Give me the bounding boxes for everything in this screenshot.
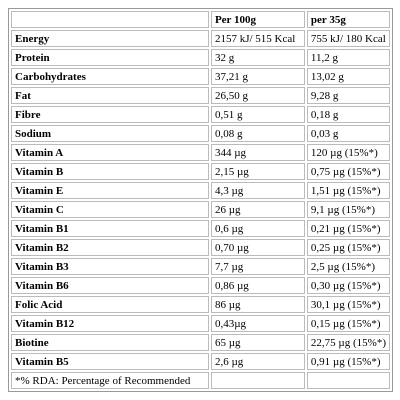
table-row: Biotine 65 µg 22,75 µg (15%*) (11, 334, 390, 351)
nutrient-value: 11,2 g (306, 49, 390, 66)
nutrient-value: 2,6 µg (210, 353, 305, 370)
nutrient-value: 86 µg (210, 296, 305, 313)
nutrient-value: 0,70 µg (210, 239, 305, 256)
nutrient-label: Energy (11, 30, 209, 47)
nutrient-label: Vitamin C (11, 201, 209, 218)
nutrient-value: 22,75 µg (15%*) (306, 334, 390, 351)
nutrient-value: 0,18 g (306, 106, 390, 123)
footnote-row: *% RDA: Percentage of Recommended (11, 372, 390, 389)
nutrient-value: 2157 kJ/ 515 Kcal (210, 30, 305, 47)
nutrient-label: Sodium (11, 125, 209, 142)
nutrient-value: 0,86 µg (210, 277, 305, 294)
nutrient-value: 0,03 g (306, 125, 390, 142)
table-row: Vitamin E 4,3 µg 1,51 µg (15%*) (11, 182, 390, 199)
table-row: Vitamin C 26 µg 9,1 µg (15%*) (11, 201, 390, 218)
nutrient-value: 0,91 µg (15%*) (306, 353, 390, 370)
empty-cell (210, 372, 305, 389)
nutrient-label: Fibre (11, 106, 209, 123)
nutrient-value: 120 µg (15%*) (306, 144, 390, 161)
table-row: Folic Acid 86 µg 30,1 µg (15%*) (11, 296, 390, 313)
table-row: Vitamin B 2,15 µg 0,75 µg (15%*) (11, 163, 390, 180)
header-row: Per 100g per 35g (11, 11, 390, 28)
nutrient-label: Vitamin B5 (11, 353, 209, 370)
nutrient-value: 65 µg (210, 334, 305, 351)
table-row: Vitamin A 344 µg 120 µg (15%*) (11, 144, 390, 161)
nutrient-value: 2,15 µg (210, 163, 305, 180)
table-row: Vitamin B3 7,7 µg 2,5 µg (15%*) (11, 258, 390, 275)
nutrient-value: 1,51 µg (15%*) (306, 182, 390, 199)
nutrient-label: Vitamin B1 (11, 220, 209, 237)
nutrient-label: Biotine (11, 334, 209, 351)
nutrient-value: 0,43µg (210, 315, 305, 332)
nutrient-value: 0,08 g (210, 125, 305, 142)
nutrient-label: Carbohydrates (11, 68, 209, 85)
nutrient-value: 0,6 µg (210, 220, 305, 237)
nutrient-label: Folic Acid (11, 296, 209, 313)
nutrient-label: Fat (11, 87, 209, 104)
nutrition-table: Per 100g per 35g Energy 2157 kJ/ 515 Kcal… (8, 8, 393, 392)
nutrient-value: 9,1 µg (15%*) (306, 201, 390, 218)
header-cell (11, 11, 209, 28)
header-cell: Per 100g (210, 11, 305, 28)
nutrient-value: 0,75 µg (15%*) (306, 163, 390, 180)
empty-cell (306, 372, 390, 389)
table-row: Sodium 0,08 g 0,03 g (11, 125, 390, 142)
nutrient-value: 0,15 µg (15%*) (306, 315, 390, 332)
table-row: Fat 26,50 g 9,28 g (11, 87, 390, 104)
nutrient-value: 26 µg (210, 201, 305, 218)
nutrient-value: 37,21 g (210, 68, 305, 85)
table-row: Energy 2157 kJ/ 515 Kcal 755 kJ/ 180 Kcal (11, 30, 390, 47)
nutrient-label: Vitamin B (11, 163, 209, 180)
table-row: Protein 32 g 11,2 g (11, 49, 390, 66)
nutrient-value: 0,30 µg (15%*) (306, 277, 390, 294)
table-row: Vitamin B2 0,70 µg 0,25 µg (15%*) (11, 239, 390, 256)
nutrient-label: Vitamin B6 (11, 277, 209, 294)
nutrient-value: 4,3 µg (210, 182, 305, 199)
table-row: Vitamin B1 0,6 µg 0,21 µg (15%*) (11, 220, 390, 237)
table-row: Fibre 0,51 g 0,18 g (11, 106, 390, 123)
nutrient-value: 344 µg (210, 144, 305, 161)
footnote: *% RDA: Percentage of Recommended (11, 372, 209, 389)
nutrient-value: 9,28 g (306, 87, 390, 104)
table-row: Vitamin B12 0,43µg 0,15 µg (15%*) (11, 315, 390, 332)
nutrient-label: Vitamin B2 (11, 239, 209, 256)
nutrient-value: 7,7 µg (210, 258, 305, 275)
table-body: Per 100g per 35g Energy 2157 kJ/ 515 Kcal… (11, 11, 390, 389)
nutrient-value: 0,21 µg (15%*) (306, 220, 390, 237)
table-row: Vitamin B5 2,6 µg 0,91 µg (15%*) (11, 353, 390, 370)
header-cell: per 35g (306, 11, 390, 28)
nutrient-value: 30,1 µg (15%*) (306, 296, 390, 313)
nutrient-value: 26,50 g (210, 87, 305, 104)
nutrient-value: 2,5 µg (15%*) (306, 258, 390, 275)
nutrient-value: 0,51 g (210, 106, 305, 123)
nutrient-value: 32 g (210, 49, 305, 66)
nutrient-label: Vitamin B12 (11, 315, 209, 332)
table-row: Vitamin B6 0,86 µg 0,30 µg (15%*) (11, 277, 390, 294)
nutrient-label: Vitamin E (11, 182, 209, 199)
nutrient-label: Vitamin B3 (11, 258, 209, 275)
nutrient-value: 13,02 g (306, 68, 390, 85)
nutrient-value: 0,25 µg (15%*) (306, 239, 390, 256)
table-row: Carbohydrates 37,21 g 13,02 g (11, 68, 390, 85)
nutrient-label: Protein (11, 49, 209, 66)
nutrient-label: Vitamin A (11, 144, 209, 161)
nutrient-value: 755 kJ/ 180 Kcal (306, 30, 390, 47)
